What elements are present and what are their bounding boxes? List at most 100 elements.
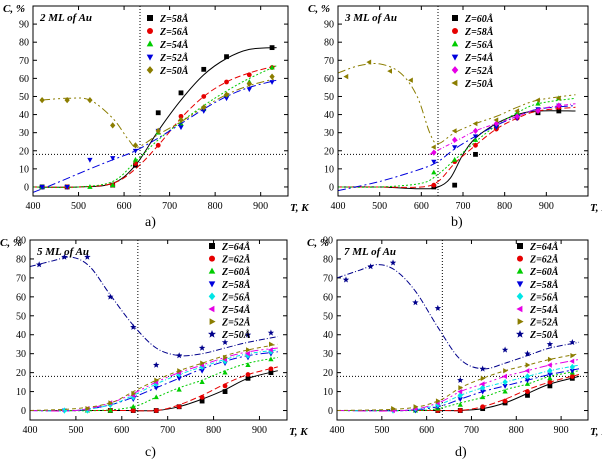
y-tick-label: 50 <box>323 311 333 322</box>
legend-label: Z=58Å <box>159 13 189 25</box>
data-point <box>269 64 275 70</box>
legend-label: Z=60Å <box>529 266 559 278</box>
y-tick-label: 60 <box>16 292 26 303</box>
y-tick-label: 60 <box>19 74 29 85</box>
data-point <box>178 90 184 96</box>
legend-marker <box>146 66 154 74</box>
series-line <box>338 97 576 188</box>
data-point <box>110 182 116 188</box>
plot-frame <box>29 239 288 421</box>
legend-label: Z=50Å <box>464 78 494 90</box>
data-point <box>36 261 43 268</box>
data-point <box>222 383 228 389</box>
legend-label: Z=62Å <box>221 254 251 266</box>
data-point <box>451 128 457 134</box>
data-point <box>269 73 275 80</box>
x-tick-label: 500 <box>372 201 387 212</box>
legend-marker <box>147 15 153 21</box>
data-point <box>245 362 251 367</box>
y-tick-label: 10 <box>324 164 334 175</box>
data-point <box>64 96 70 104</box>
data-point <box>493 125 499 131</box>
series-line <box>30 347 278 412</box>
x-tick-label: 600 <box>114 425 129 436</box>
x-tick-label: 500 <box>71 201 86 212</box>
data-point <box>245 351 250 357</box>
data-point <box>525 389 530 394</box>
y-tick-label: 40 <box>323 330 333 341</box>
data-point <box>472 137 479 142</box>
y-tick-label: 20 <box>324 146 334 157</box>
y-tick-label: 20 <box>16 368 26 379</box>
legend-label: Z=58Å <box>221 279 251 291</box>
data-point <box>524 368 530 374</box>
data-point <box>198 344 206 351</box>
legend-marker <box>146 54 154 61</box>
data-point <box>547 379 553 385</box>
data-point <box>555 95 561 101</box>
legend-label: Z=50Å <box>529 329 559 341</box>
legend-marker <box>146 40 154 47</box>
x-axis-label: T, K <box>290 202 309 214</box>
series-line <box>338 106 576 188</box>
legend-marker <box>516 292 524 301</box>
data-point <box>473 151 478 157</box>
legend-label: Z=56Å <box>529 291 559 303</box>
y-tick-label: 60 <box>323 292 333 303</box>
data-point <box>85 405 91 412</box>
data-point <box>155 142 161 148</box>
data-point <box>268 366 274 372</box>
data-point <box>201 94 207 99</box>
data-point <box>176 376 182 382</box>
y-tick-label: 50 <box>19 92 29 103</box>
y-tick-label: 10 <box>323 387 333 398</box>
series-line <box>33 47 277 188</box>
data-point <box>130 408 136 413</box>
legend-marker <box>209 243 215 249</box>
y-axis-label: C, % <box>0 237 22 249</box>
legend-marker <box>516 305 523 313</box>
series-line <box>33 65 277 188</box>
y-tick-label: 0 <box>24 182 29 193</box>
series-line <box>337 364 580 412</box>
data-point <box>366 59 372 65</box>
series-line <box>337 370 580 412</box>
y-tick-label: 70 <box>16 273 26 284</box>
y-tick-label: 80 <box>324 38 334 49</box>
series <box>30 341 278 412</box>
panel-a: 400 500 600 700 800 900 0 10 20 30 40 50 60 70 80 90 Z=5… <box>3 3 309 230</box>
data-point <box>201 104 207 111</box>
data-point <box>199 368 205 374</box>
legend-label: Z=54Å <box>159 39 189 51</box>
legend-label: Z=54Å <box>529 304 559 316</box>
x-tick-label: 700 <box>160 425 175 436</box>
legend-label: Z=54Å <box>464 52 494 64</box>
data-point <box>413 404 419 410</box>
data-point <box>556 108 562 114</box>
data-point <box>535 107 541 115</box>
data-point <box>64 185 70 190</box>
x-tick-label: 400 <box>26 201 41 212</box>
series-line <box>337 375 580 412</box>
data-point <box>153 385 159 391</box>
x-tick-label: 400 <box>331 201 346 212</box>
legend-label: Z=60Å <box>464 13 494 25</box>
x-tick-label: 700 <box>162 201 177 212</box>
series-line <box>30 349 278 412</box>
x-tick-label: 900 <box>539 201 554 212</box>
data-point <box>547 367 553 374</box>
data-point <box>473 142 478 148</box>
series-line <box>33 65 277 188</box>
data-point <box>268 370 274 376</box>
data-point <box>502 388 508 394</box>
y-tick-label: 50 <box>16 311 26 322</box>
data-point <box>176 404 182 410</box>
data-point <box>269 45 275 51</box>
data-point <box>457 376 464 383</box>
series <box>429 102 576 156</box>
series <box>338 103 576 192</box>
x-tick-label: 700 <box>464 425 479 436</box>
y-tick-label: 0 <box>21 406 26 417</box>
series-line <box>30 256 278 357</box>
data-point <box>457 388 463 395</box>
